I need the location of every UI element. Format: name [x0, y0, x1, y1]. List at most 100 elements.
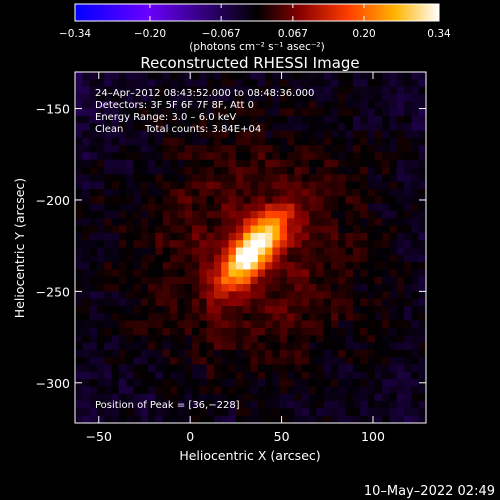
heatmap-cell [367, 145, 376, 154]
heatmap-cell [338, 357, 347, 366]
heatmap-cell [162, 167, 171, 175]
heatmap-cell [316, 254, 325, 263]
heatmap-cell [177, 313, 186, 322]
heatmap-cell [396, 123, 405, 132]
heatmap-cell [162, 401, 171, 409]
heatmap-cell [228, 357, 237, 366]
heatmap-cell [243, 159, 252, 168]
heatmap-cell [257, 335, 266, 344]
heatmap-cell [345, 210, 354, 219]
heatmap-cell [133, 181, 142, 190]
heatmap-cell [228, 225, 237, 234]
heatmap-cell [279, 254, 288, 263]
heatmap-cell [418, 79, 426, 88]
heatmap-cell [170, 254, 178, 263]
heatmap-cell [89, 379, 98, 388]
heatmap-cell [396, 262, 405, 271]
heatmap-cell [177, 342, 186, 351]
heatmap-cell [177, 269, 186, 278]
heatmap-cell [367, 181, 376, 190]
heatmap-cell [148, 298, 157, 307]
heatmap-cell [118, 379, 127, 388]
heatmap-cell [199, 415, 208, 423]
heatmap-cell [418, 298, 426, 307]
heatmap-cell [206, 101, 215, 110]
heatmap-cell [89, 269, 98, 278]
heatmap-cell [345, 342, 354, 351]
heatmap-cell [404, 240, 412, 249]
heatmap-cell [111, 247, 120, 256]
heatmap-cell [126, 123, 135, 132]
heatmap-cell [389, 189, 398, 197]
heatmap-cell [418, 101, 426, 110]
heatmap-cell [133, 203, 142, 212]
heatmap-cell [96, 247, 105, 256]
heatmap-cell [192, 393, 200, 402]
heatmap-cell [133, 342, 142, 351]
heatmap-cell [309, 210, 317, 219]
heatmap-cell [133, 174, 142, 183]
heatmap-cell [345, 327, 354, 336]
heatmap-cell [126, 79, 135, 88]
heatmap-cell [272, 86, 281, 95]
heatmap-cell [330, 137, 339, 146]
heatmap-cell [199, 349, 208, 358]
heatmap-cell [367, 401, 376, 409]
heatmap-cell [360, 342, 369, 351]
heatmap-cell [352, 306, 361, 314]
heatmap-cell [345, 159, 354, 168]
heatmap-cell [140, 210, 149, 219]
heatmap-cell [75, 262, 83, 271]
heatmap-cell [411, 101, 420, 110]
heatmap-cell [294, 364, 303, 373]
heatmap-cell [213, 167, 222, 175]
heatmap-cell [104, 408, 113, 417]
heatmap-cell [418, 137, 426, 146]
heatmap-cell [170, 298, 178, 307]
heatmap-cell [96, 401, 105, 409]
heatmap-cell [243, 276, 252, 285]
heatmap-cell [257, 262, 266, 271]
heatmap-cell [126, 364, 135, 373]
heatmap-cell [352, 276, 361, 285]
heatmap-cell [162, 335, 171, 344]
heatmap-cell [235, 284, 244, 292]
heatmap-cell [199, 313, 208, 322]
heatmap-cell [155, 364, 164, 373]
heatmap-cell [279, 306, 288, 314]
heatmap-cell [418, 174, 426, 183]
heatmap-cell [345, 79, 354, 88]
heatmap-cell [345, 203, 354, 212]
heatmap-cell [75, 364, 83, 373]
heatmap-cell [374, 327, 383, 336]
heatmap-cell [162, 159, 171, 168]
heatmap-cell [382, 298, 391, 307]
heatmap-cell [104, 72, 113, 80]
heatmap-cell [309, 386, 317, 395]
heatmap-cell [301, 159, 310, 168]
heatmap-cell [89, 108, 98, 117]
heatmap-cell [265, 123, 274, 132]
heatmap-cell [374, 415, 383, 423]
heatmap-cell [75, 320, 83, 329]
heatmap-cell [170, 371, 178, 380]
heatmap-cell [111, 349, 120, 358]
heatmap-cell [287, 349, 295, 358]
heatmap-cell [104, 401, 113, 409]
heatmap-cell [345, 306, 354, 314]
heatmap-cell [140, 145, 149, 154]
heatmap-cell [250, 335, 259, 344]
heatmap-cell [250, 72, 259, 80]
heatmap-cell [177, 167, 186, 175]
heatmap-cell [177, 335, 186, 344]
heatmap-cell [338, 145, 347, 154]
heatmap-cell [323, 79, 332, 88]
heatmap-cell [148, 225, 157, 234]
heatmap-cell [272, 357, 281, 366]
heatmap-cell [382, 137, 391, 146]
heatmap-cell [309, 79, 317, 88]
heatmap-cell [170, 123, 178, 132]
heatmap-cell [309, 379, 317, 388]
heatmap-cell [221, 86, 230, 95]
heatmap-cell [250, 108, 259, 117]
